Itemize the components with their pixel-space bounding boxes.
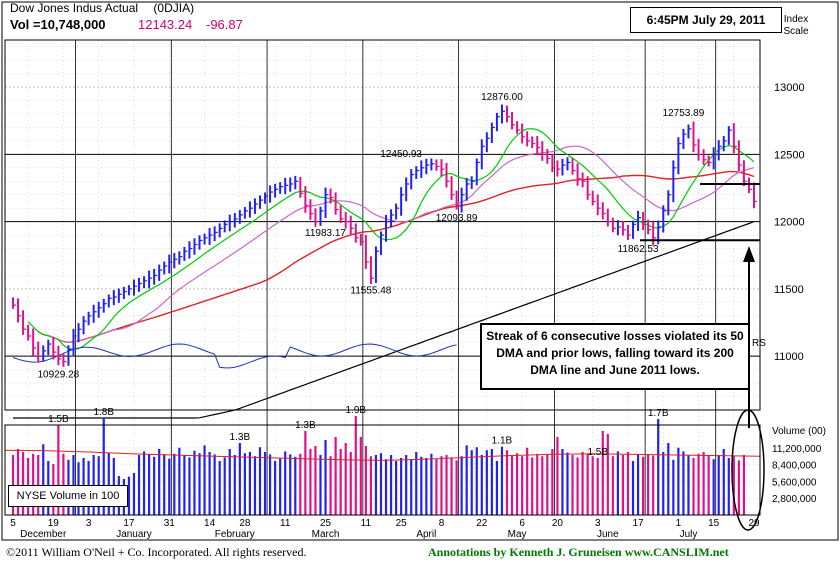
price-tick-label: 11000 — [774, 351, 804, 363]
day-tick-label: 22 — [476, 518, 488, 529]
volume-panel-frame — [4, 424, 761, 516]
rs-line — [12, 343, 457, 369]
ma21-path — [37, 145, 755, 343]
day-tick-label: 25 — [320, 518, 332, 529]
grid-lines — [5, 40, 760, 515]
month-tick-label: March — [312, 529, 340, 540]
day-tick-label: 6 — [519, 518, 525, 529]
price-labels: 10929.28 11983.17 11555.48 12450.93 12093.89… — [38, 92, 705, 458]
month-tick-label: July — [680, 529, 698, 540]
copyright-text: ©2011 William O'Neil + Co. Incorporated.… — [6, 545, 307, 559]
ma10-line — [27, 128, 755, 350]
day-tick-label: 29 — [748, 518, 760, 529]
month-tick-label: December — [20, 529, 67, 540]
volume-peak-label: 1.8B — [93, 407, 114, 418]
price-tick-label: 12000 — [774, 217, 805, 229]
price-readout: 12143.24 — [138, 17, 193, 32]
annotation-box: Streak of 6 consecutive losses violated … — [480, 323, 750, 390]
volume-tick-label: 5,600,000 — [772, 477, 817, 488]
volume-peak-label: 1.5B — [587, 447, 608, 458]
volume-tick-label: 2,800,000 — [772, 494, 817, 505]
price-annotation-label: 10929.28 — [38, 370, 80, 381]
volume-tick-label: 11,200,000 — [772, 444, 822, 455]
volume-readout: Vol =10,748,000 — [10, 17, 106, 32]
volume-average-path — [4, 449, 761, 461]
volume-peak-label: 1.7B — [648, 408, 669, 419]
day-tick-label: 3 — [86, 518, 92, 529]
price-tick-label: 13000 — [774, 82, 805, 94]
month-tick-label: April — [416, 529, 436, 540]
volume-tick-label: 8,400,000 — [772, 461, 817, 472]
day-tick-label: 8 — [439, 518, 445, 529]
arrow-head-icon — [743, 246, 755, 262]
day-tick-label: 11 — [361, 518, 372, 529]
chart-title: Dow Jones Indus Actual (0DJIA) — [10, 1, 194, 15]
day-tick-label: 14 — [204, 518, 216, 529]
price-annotation-label: 11862.53 — [618, 244, 659, 255]
volume-peak-label: 1.1B — [492, 436, 513, 447]
y-axis-label-2: Scale — [783, 26, 808, 37]
month-tick-label: May — [508, 529, 527, 540]
price-annotation-label: 11555.48 — [350, 285, 391, 296]
volume-peak-label: 1.3B — [230, 432, 251, 443]
day-tick-label: 1 — [676, 518, 682, 529]
day-tick-label: 17 — [632, 518, 644, 529]
day-tick-label: 20 — [552, 518, 564, 529]
price-annotation-label: 11983.17 — [305, 228, 346, 239]
ma200-path — [13, 221, 755, 419]
outer-frame — [1, 1, 839, 541]
day-tick-label: 3 — [595, 518, 601, 529]
day-tick-label: 31 — [164, 518, 176, 529]
index-symbol: (0DJIA) — [153, 1, 195, 15]
volume-peak-label: 1.5B — [48, 414, 69, 425]
y-axis-label-1: Index — [784, 14, 808, 25]
price-panel-frame — [4, 39, 761, 411]
price-annotation-label: 12450.93 — [380, 149, 422, 160]
day-tick-label: 17 — [123, 518, 135, 529]
ma50-line — [37, 170, 755, 344]
annotation-credit: Annotations by Kenneth J. Gruneisen www.… — [428, 545, 729, 559]
day-tick-label: 28 — [239, 518, 251, 529]
index-name: Dow Jones Indus Actual — [10, 1, 139, 15]
price-tick-label: 11500 — [774, 284, 804, 296]
volume-axis-label: Volume (00) — [772, 426, 826, 437]
price-annotation-label: 12093.89 — [436, 213, 478, 224]
day-tick-label: 19 — [48, 518, 60, 529]
change-readout: -96.87 — [206, 17, 243, 32]
ma21-line — [37, 145, 755, 343]
month-tick-label: February — [215, 529, 255, 540]
ma10-path — [27, 128, 755, 350]
day-tick-label: 25 — [396, 518, 408, 529]
price-annotation-label: 12753.89 — [663, 108, 705, 119]
rs-path — [12, 343, 457, 369]
day-tick-label: 15 — [708, 518, 720, 529]
rs-label: RS — [752, 338, 766, 349]
month-tick-label: June — [597, 529, 619, 540]
volume-highlight-ellipse — [731, 409, 765, 531]
price-tick-label: 12500 — [774, 149, 805, 161]
timestamp-box: 6:45PM July 29, 2011 — [630, 7, 782, 33]
volume-label-box: NYSE Volume in 100 — [8, 485, 128, 507]
price-annotation-label: 12876.00 — [481, 92, 523, 103]
day-tick-label: 11 — [280, 518, 291, 529]
ma50-path — [37, 170, 755, 344]
ma200-line — [13, 221, 755, 419]
volume-average-line — [4, 449, 761, 461]
price-bars — [12, 104, 757, 367]
day-tick-label: 5 — [10, 518, 16, 529]
month-tick-label: January — [116, 529, 152, 540]
